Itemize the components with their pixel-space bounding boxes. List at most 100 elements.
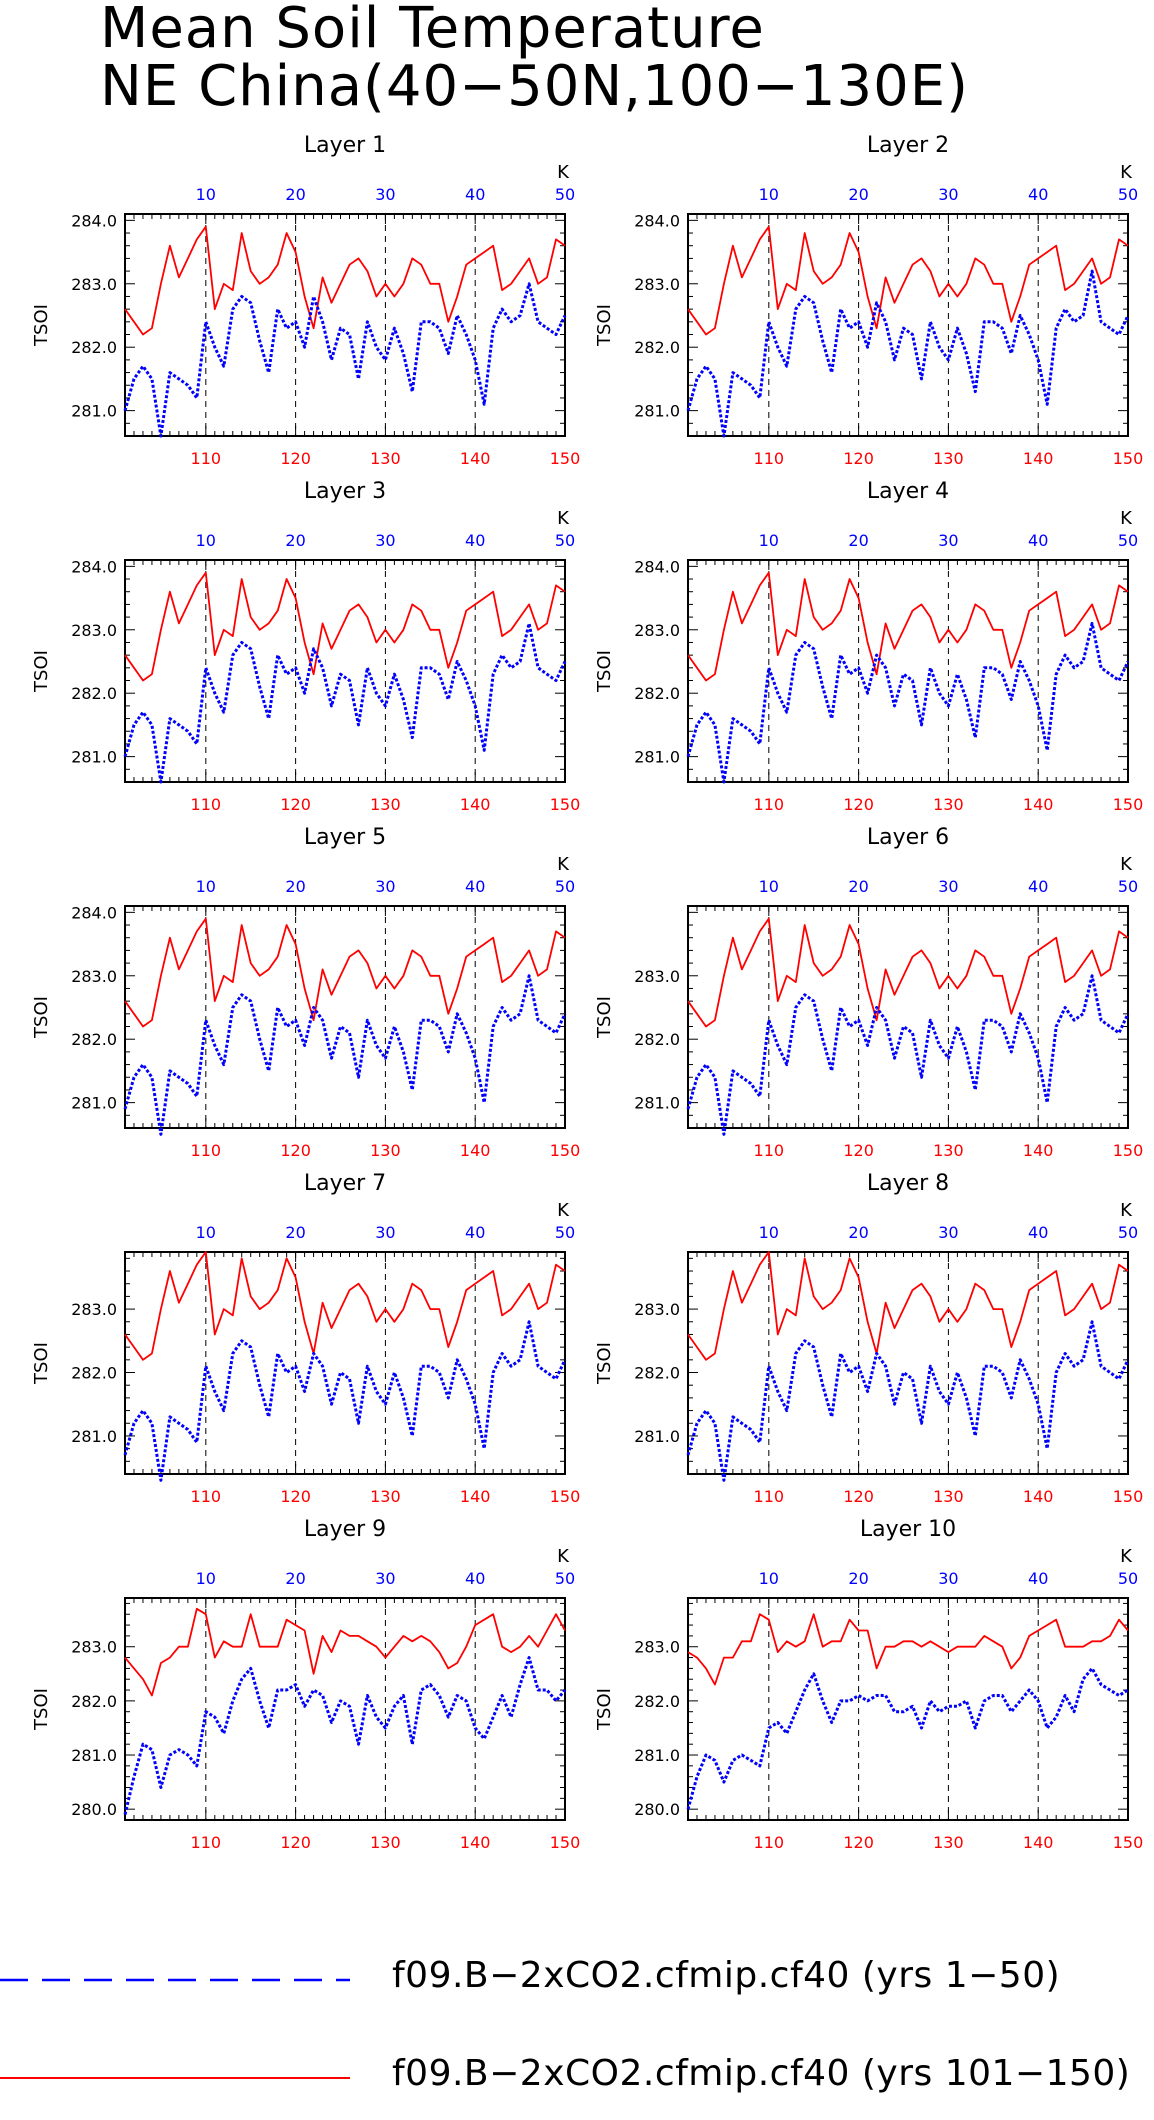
y-tick-label: 282.0	[71, 1692, 117, 1711]
y-tick-label: 284.0	[634, 557, 680, 576]
x-bottom-tick-label: 140	[1023, 1487, 1054, 1506]
panel-title: Layer 3	[304, 479, 386, 504]
y-tick-label: 281.0	[71, 402, 117, 421]
legend-label-yrs-101-150: f09.B−2xCO2.cfmip.cf40 (yrs 101−150)	[392, 2053, 1131, 2094]
x-bottom-tick-label: 120	[843, 1833, 874, 1852]
x-top-tick-label: 50	[555, 1223, 575, 1242]
y-tick-label: 282.0	[71, 684, 117, 703]
panel-layer-5: Layer 5 281.0 282.0 283.0 284.0 TSOI 110 120 130…	[31, 825, 580, 1160]
x-bottom-tick-label: 130	[370, 1141, 401, 1160]
y-axis-label: TSOI	[594, 1342, 615, 1385]
x-top-unit-label: K	[557, 854, 570, 875]
y-tick-label: 282.0	[634, 1692, 680, 1711]
panel-title: Layer 9	[304, 1517, 386, 1542]
y-tick-label: 281.0	[71, 1094, 117, 1113]
panel-layer-7: Layer 7 281.0 282.0 283.0 TSOI 110 120 130 140 15…	[31, 1171, 580, 1506]
x-bottom-tick-label: 110	[191, 449, 222, 468]
x-top-tick-label: 10	[196, 877, 216, 896]
x-top-tick-label: 40	[465, 877, 485, 896]
y-tick-label: 284.0	[71, 557, 117, 576]
series-line-yrs-1-50	[686, 974, 1130, 1136]
x-top-tick-label: 50	[1118, 1223, 1138, 1242]
x-bottom-tick-label: 150	[550, 449, 581, 468]
series-line-yrs-1-50	[686, 1666, 1129, 1810]
y-axis-label: TSOI	[31, 996, 52, 1039]
y-tick-label: 282.0	[634, 684, 680, 703]
y-tick-label: 283.0	[71, 1638, 117, 1657]
y-tick-label: 282.0	[634, 1364, 680, 1383]
x-top-tick-label: 30	[938, 531, 958, 550]
plot-frame	[124, 559, 566, 783]
panel-layer-8: Layer 8 281.0 282.0 283.0 TSOI 110 120 130 140 15…	[594, 1171, 1143, 1506]
series-line-yrs-101-150	[687, 1613, 1129, 1686]
y-tick-label: 281.0	[634, 748, 680, 767]
legend-swatches	[0, 1978, 350, 2079]
plot-frame	[124, 213, 566, 437]
y-tick-label: 281.0	[634, 1094, 680, 1113]
x-bottom-tick-label: 130	[370, 1487, 401, 1506]
panel-layer-3: Layer 3 281.0 282.0 283.0 284.0 TSOI 110 120 130…	[31, 479, 580, 814]
x-top-tick-label: 20	[285, 531, 305, 550]
x-bottom-tick-label: 150	[1113, 795, 1144, 814]
x-top-tick-label: 50	[555, 185, 575, 204]
x-bottom-tick-label: 120	[280, 1141, 311, 1160]
y-tick-label: 281.0	[634, 402, 680, 421]
x-top-tick-label: 20	[848, 1569, 868, 1588]
x-top-tick-label: 30	[375, 1569, 395, 1588]
x-top-tick-label: 50	[1118, 531, 1138, 550]
x-bottom-tick-label: 130	[933, 449, 964, 468]
y-tick-label: 281.0	[71, 1746, 117, 1765]
x-top-unit-label: K	[557, 1546, 570, 1567]
x-bottom-tick-label: 150	[550, 1141, 581, 1160]
chart-title: Mean Soil Temperature NE China(40−50N,100…	[100, 0, 969, 116]
x-bottom-tick-label: 120	[280, 1487, 311, 1506]
x-top-tick-label: 20	[848, 531, 868, 550]
x-top-tick-label: 30	[938, 877, 958, 896]
series-line-yrs-101-150	[124, 917, 566, 1028]
x-top-tick-label: 40	[465, 1569, 485, 1588]
panel-layer-4: Layer 4 281.0 282.0 283.0 284.0 TSOI 110 120 130…	[594, 479, 1143, 814]
x-top-tick-label: 10	[196, 1569, 216, 1588]
x-top-tick-label: 20	[848, 185, 868, 204]
y-tick-label: 284.0	[71, 903, 117, 922]
y-tick-label: 281.0	[634, 1427, 680, 1446]
x-top-tick-label: 30	[375, 531, 395, 550]
x-top-tick-label: 20	[848, 877, 868, 896]
x-top-tick-label: 50	[555, 531, 575, 550]
x-top-tick-label: 10	[759, 1223, 779, 1242]
x-top-tick-label: 20	[285, 185, 305, 204]
x-bottom-tick-label: 120	[280, 449, 311, 468]
x-bottom-tick-label: 140	[460, 1833, 491, 1852]
panel-title: Layer 6	[867, 825, 949, 850]
x-top-tick-label: 30	[938, 1223, 958, 1242]
x-top-unit-label: K	[557, 1200, 570, 1221]
x-top-tick-label: 40	[1028, 531, 1048, 550]
y-tick-label: 280.0	[71, 1800, 117, 1819]
x-top-tick-label: 10	[196, 1223, 216, 1242]
y-tick-label: 283.0	[71, 621, 117, 640]
series-line-yrs-1-50	[686, 1320, 1130, 1482]
panel-layer-10: Layer 10 280.0 281.0 282.0 283.0 TSOI 110 120 13…	[594, 1517, 1143, 1852]
x-bottom-tick-label: 120	[280, 795, 311, 814]
x-top-tick-label: 40	[1028, 1569, 1048, 1588]
y-tick-label: 282.0	[634, 338, 680, 357]
y-tick-label: 283.0	[634, 1638, 680, 1657]
x-top-unit-label: K	[1120, 854, 1133, 875]
x-bottom-tick-label: 140	[1023, 1141, 1054, 1160]
y-axis-label: TSOI	[31, 650, 52, 693]
y-tick-label: 284.0	[634, 211, 680, 230]
series-line-yrs-1-50	[686, 621, 1130, 784]
x-top-tick-label: 30	[938, 185, 958, 204]
x-bottom-tick-label: 130	[933, 795, 964, 814]
x-top-tick-label: 40	[1028, 877, 1048, 896]
x-bottom-tick-label: 110	[754, 1141, 785, 1160]
y-axis-label: TSOI	[594, 304, 615, 347]
x-top-unit-label: K	[1120, 508, 1133, 529]
series-line-yrs-1-50	[123, 1320, 567, 1482]
x-top-tick-label: 30	[375, 877, 395, 896]
x-top-tick-label: 50	[1118, 185, 1138, 204]
x-bottom-tick-label: 150	[550, 1487, 581, 1506]
x-top-unit-label: K	[1120, 1546, 1133, 1567]
x-bottom-tick-label: 130	[933, 1141, 964, 1160]
x-bottom-tick-label: 140	[460, 449, 491, 468]
